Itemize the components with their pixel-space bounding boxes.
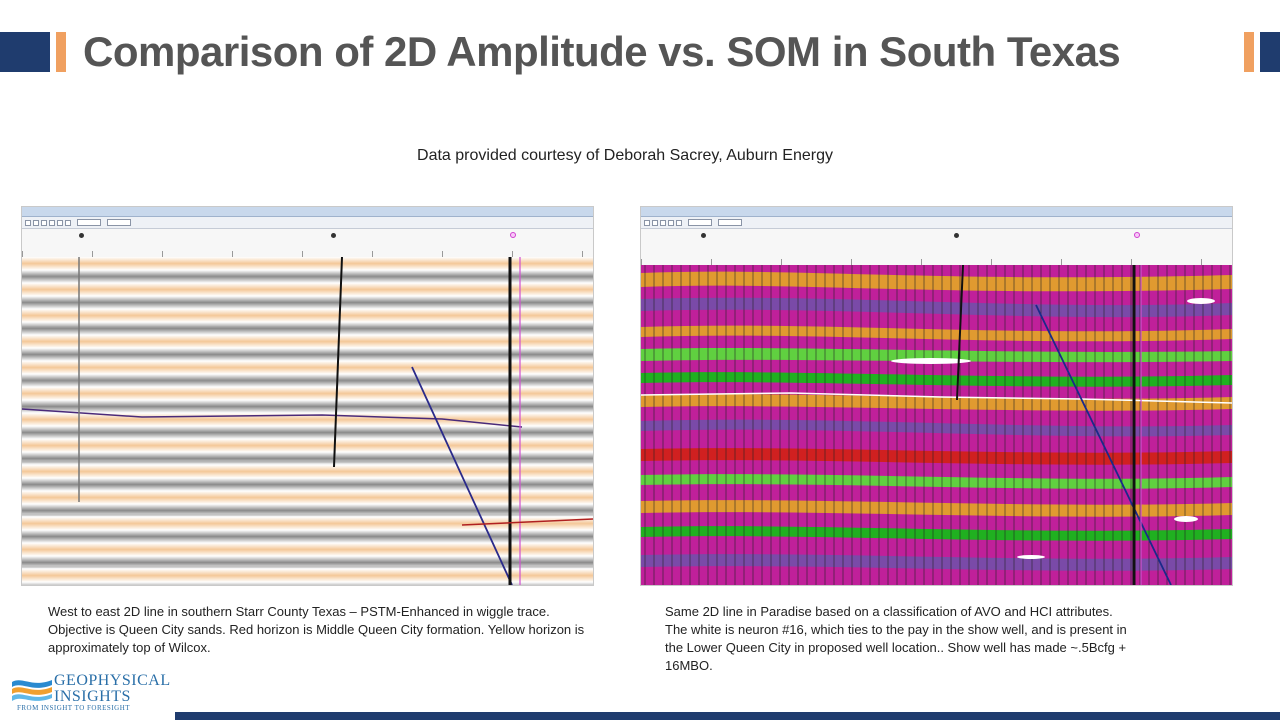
window-toolbar xyxy=(641,217,1232,229)
trace-ruler xyxy=(22,229,593,258)
footer-bar xyxy=(175,712,1280,720)
toolbar-dropdown[interactable] xyxy=(718,219,742,226)
amplitude-bands xyxy=(22,257,593,585)
toolbar-icon[interactable] xyxy=(49,219,55,226)
window-titlebar xyxy=(641,207,1232,217)
toolbar-dropdown[interactable] xyxy=(77,219,101,226)
left-orange-bar xyxy=(56,32,66,72)
trace-ruler xyxy=(641,229,1232,266)
middle-queen-city-pick xyxy=(461,518,593,526)
toolbar-icon[interactable] xyxy=(660,219,666,226)
toolbar-dropdown[interactable] xyxy=(107,219,131,226)
left-caption: West to east 2D line in southern Starr C… xyxy=(48,604,585,655)
red-horizon xyxy=(22,408,523,428)
right-caption-line: 16MBO. xyxy=(665,658,713,673)
logo-text-line1: GEOPHYSICAL xyxy=(54,672,171,689)
well-marker-icon xyxy=(701,233,706,238)
toolbar-icon[interactable] xyxy=(668,219,674,226)
horizon-lines xyxy=(22,276,593,568)
toolbar-icon[interactable] xyxy=(25,219,31,226)
geophysical-insights-logo: GEOPHYSICAL INSIGHTS FROM INSIGHT TO FOR… xyxy=(12,670,172,716)
toolbar-icon[interactable] xyxy=(644,219,650,226)
amplitude-seismic-panel xyxy=(21,206,594,586)
toolbar-icon[interactable] xyxy=(65,219,71,226)
right-caption: Same 2D line in Paradise based on a clas… xyxy=(665,603,1225,675)
right-caption-line: The white is neuron #16, which ties to t… xyxy=(665,622,1127,637)
fault-line xyxy=(411,366,513,585)
right-orange-bar xyxy=(1244,32,1254,72)
wiggle-overlay xyxy=(641,265,1232,585)
show-well-marker-icon xyxy=(1134,232,1140,238)
horizon-pick xyxy=(641,392,1232,404)
right-caption-line: the Lower Queen City in proposed well lo… xyxy=(665,640,1127,655)
toolbar-dropdown[interactable] xyxy=(688,219,712,226)
neuron-16-highlights xyxy=(891,298,1215,559)
wave-logo-icon xyxy=(12,680,52,701)
right-accent-bar xyxy=(1260,32,1280,72)
toolbar-icon[interactable] xyxy=(33,219,39,226)
left-accent-bar xyxy=(0,32,50,72)
show-well-marker-icon xyxy=(510,232,516,238)
fault-line xyxy=(1035,304,1172,585)
wiggle-trace-section xyxy=(22,257,593,585)
well-path xyxy=(956,265,964,401)
logo-text-line2: INSIGHTS xyxy=(54,688,131,705)
toolbar-icon[interactable] xyxy=(652,219,658,226)
slide-title: Comparison of 2D Amplitude vs. SOM in So… xyxy=(83,28,1121,75)
data-credit: Data provided courtesy of Deborah Sacrey… xyxy=(417,147,833,164)
well-marker-icon xyxy=(954,233,959,238)
window-titlebar xyxy=(22,207,593,217)
toolbar-icon[interactable] xyxy=(676,219,682,226)
som-section xyxy=(641,265,1232,585)
well-marker-icon xyxy=(331,233,336,238)
well-path xyxy=(333,257,343,468)
well-marker-icon xyxy=(79,233,84,238)
som-classification-panel xyxy=(640,206,1233,586)
toolbar-icon[interactable] xyxy=(57,219,63,226)
logo-tagline: FROM INSIGHT TO FORESIGHT xyxy=(17,704,131,712)
right-caption-line: Same 2D line in Paradise based on a clas… xyxy=(665,604,1113,619)
window-toolbar xyxy=(22,217,593,229)
toolbar-icon[interactable] xyxy=(41,219,47,226)
